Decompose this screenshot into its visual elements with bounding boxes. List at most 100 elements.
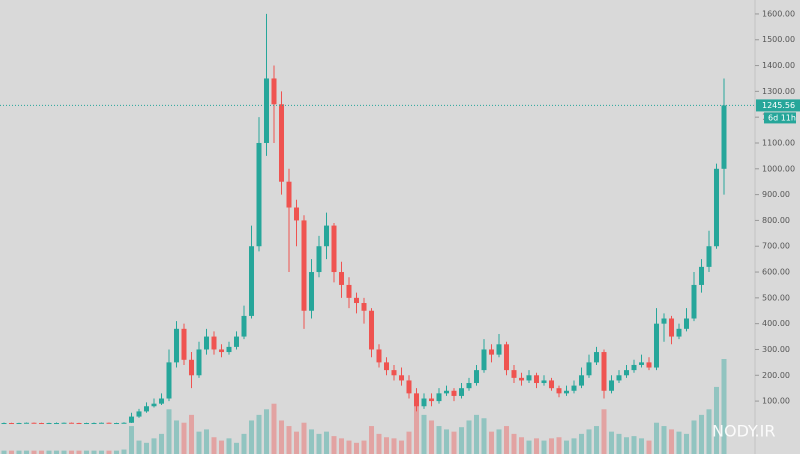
volume-bar [376, 433, 382, 454]
volume-bar [526, 440, 532, 454]
candle-body [114, 423, 119, 425]
candle-body [264, 78, 269, 143]
candle-body [9, 423, 14, 425]
candle-body [69, 422, 74, 424]
candle-body [121, 422, 127, 424]
candle-body [181, 328, 187, 360]
volume-bar [174, 420, 179, 454]
candle-body [481, 349, 487, 371]
volume-bar [549, 438, 554, 454]
volume-bar [31, 450, 37, 454]
candle-body [661, 318, 667, 324]
candle-body [609, 380, 614, 391]
volume-bar [721, 359, 727, 454]
volume-bar [586, 429, 592, 454]
candle-body [496, 344, 502, 355]
volume-bar [196, 431, 202, 454]
volume-bar [61, 450, 67, 454]
candle-body [669, 318, 674, 337]
y-tick-label: 1500.00 [762, 35, 795, 44]
candle-body [414, 393, 419, 407]
y-tick-label: 200.00 [762, 371, 790, 380]
volume-bar [691, 420, 697, 454]
volume-bar [279, 420, 284, 454]
candle-body [144, 406, 149, 412]
candle-body [549, 380, 554, 389]
candle-body [714, 168, 719, 247]
candle-body [159, 398, 164, 404]
volume-bar [391, 438, 397, 454]
volume-bar [234, 442, 239, 454]
y-tick-label: 100.00 [762, 397, 790, 406]
candle-body [631, 364, 637, 371]
volume-bar [46, 450, 52, 454]
volume-bar [541, 440, 547, 454]
volume-bar [301, 422, 307, 454]
candle-body [174, 328, 179, 363]
y-tick-label: 900.00 [762, 190, 790, 199]
volume-bar [136, 440, 142, 454]
last-price-box [756, 99, 800, 112]
volume-bar [9, 450, 14, 454]
last-price-label: 1245.56 [762, 101, 795, 110]
candle-body [534, 375, 539, 384]
volume-bar [684, 433, 689, 454]
candle-body [564, 390, 569, 394]
candle-body [309, 272, 314, 311]
candle-body [279, 104, 284, 182]
volume-bar [534, 438, 539, 454]
volume-bar [1, 450, 7, 454]
volume-bar [451, 431, 457, 454]
y-tick-label: 400.00 [762, 319, 790, 328]
volume-bar [316, 433, 322, 454]
candle-body [489, 349, 494, 355]
candle-body [721, 105, 727, 169]
volume-bar [189, 414, 194, 454]
candle-body [129, 416, 134, 423]
candle-body [346, 284, 352, 298]
volume-bar [219, 440, 224, 454]
volume-bar [564, 440, 569, 454]
volume-bar [241, 433, 247, 454]
volume-bar [211, 437, 217, 454]
volume-bar [84, 450, 89, 454]
volume-bar [466, 420, 472, 454]
candle-body [556, 388, 562, 394]
volume-bar [294, 431, 299, 454]
volume-bar [699, 414, 704, 454]
candle-body [286, 181, 292, 208]
y-tick-label: 600.00 [762, 268, 790, 277]
volume-bar [519, 437, 524, 454]
candle-body [294, 207, 299, 221]
volume-bar [609, 431, 614, 454]
volume-bar [99, 450, 104, 454]
volume-bar [414, 398, 419, 454]
volume-bar [354, 442, 359, 454]
volume-bar [226, 438, 232, 454]
candle-body [76, 423, 82, 425]
candle-body [226, 346, 232, 353]
candle-body [99, 422, 104, 424]
candle-body [541, 380, 547, 384]
candle-body [676, 328, 682, 337]
volume-bar [421, 414, 427, 454]
candle-body [459, 388, 464, 396]
candle-body [399, 375, 404, 381]
y-tick-label: 1300.00 [762, 87, 795, 96]
volume-bar [676, 431, 682, 454]
volume-bar [489, 431, 494, 454]
candle-body [234, 336, 239, 347]
candle-body [136, 411, 142, 417]
candle-body [361, 303, 367, 311]
candle-body [639, 362, 644, 365]
volume-bar [361, 440, 367, 454]
volume-bar [631, 436, 637, 454]
candle-body [106, 422, 112, 424]
candle-body [241, 315, 247, 337]
countdown-box [764, 112, 796, 124]
candle-body [466, 383, 472, 389]
volume-bar [369, 426, 374, 454]
candle-body [444, 390, 449, 394]
volume-bar [309, 429, 314, 454]
